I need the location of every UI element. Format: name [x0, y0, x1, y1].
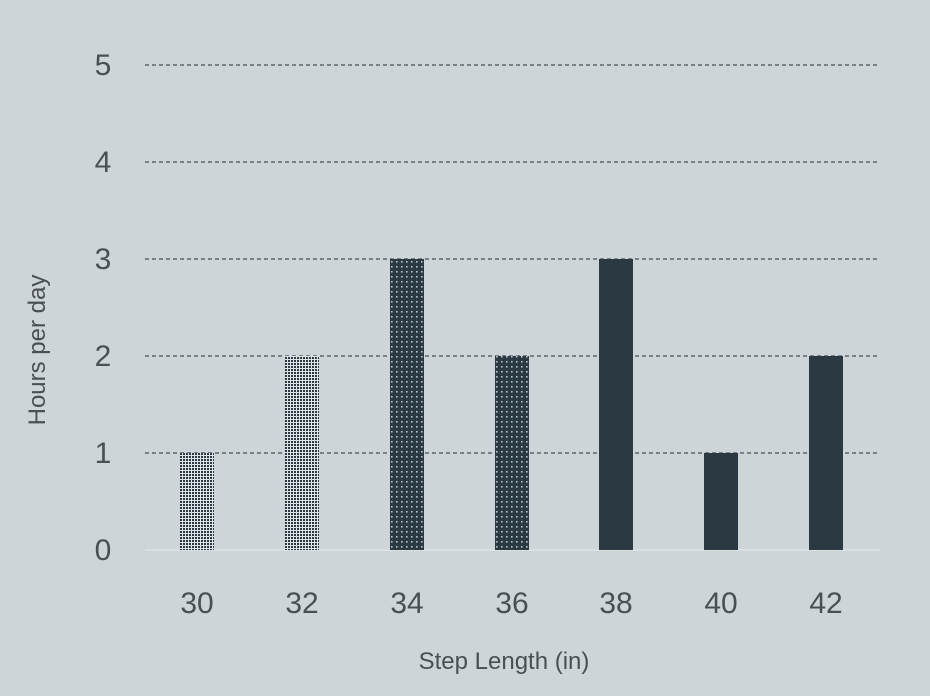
x-tick-label: 30 [180, 587, 213, 620]
bar-30 [180, 453, 214, 550]
bar-36 [495, 356, 529, 550]
x-axis-ticks: 30 32 34 36 38 40 42 [180, 587, 842, 620]
bars [180, 259, 843, 550]
bar-32 [285, 356, 319, 550]
x-tick-label: 42 [809, 587, 842, 620]
x-tick-label: 34 [390, 587, 423, 620]
x-tick-label: 40 [704, 587, 737, 620]
y-tick-label: 1 [95, 437, 112, 470]
y-tick-label: 5 [95, 49, 112, 82]
y-tick-label: 0 [95, 534, 112, 567]
bar-38 [599, 259, 633, 550]
bar-40 [704, 453, 738, 550]
y-tick-label: 2 [95, 340, 112, 373]
bar-42 [809, 356, 843, 550]
x-tick-label: 38 [599, 587, 632, 620]
x-tick-label: 36 [495, 587, 528, 620]
y-tick-label: 4 [95, 146, 112, 179]
y-tick-label: 3 [95, 243, 112, 276]
bar-34 [390, 259, 424, 550]
x-tick-label: 32 [285, 587, 318, 620]
y-axis-title: Hours per day [24, 275, 51, 426]
x-axis-title: Step Length (in) [419, 648, 590, 675]
y-axis-ticks: 0 1 2 3 4 5 [95, 49, 112, 567]
